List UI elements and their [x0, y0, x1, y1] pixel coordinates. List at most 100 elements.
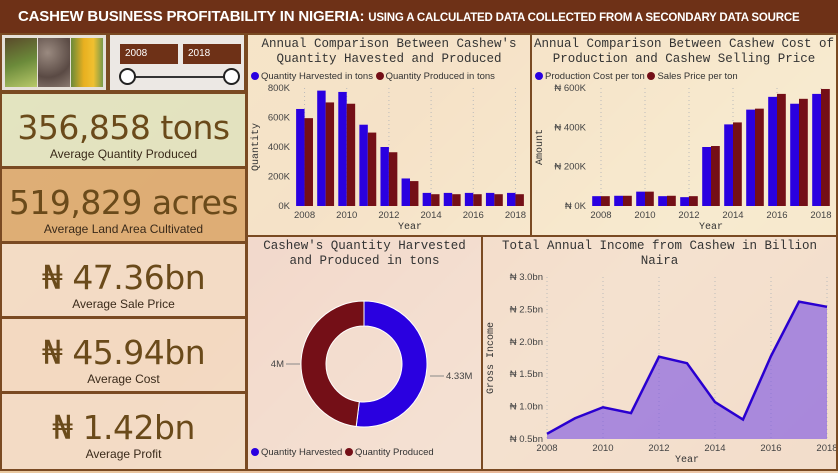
y-tick-label: ₦ 0.5bn [510, 434, 543, 445]
chart-plot: 4.33M 4M [271, 300, 472, 428]
x-tick-label: 2016 [463, 210, 484, 221]
legend-dot [535, 72, 543, 80]
bar-harvested [359, 124, 368, 206]
chart-title: Cashew's Quantity Harvested and Produced… [263, 239, 466, 268]
y-tick-label: ₦ 2.0bn [510, 337, 543, 348]
chart-plot: ₦ 0.5bn ₦ 1.0bn ₦ 1.5bn ₦ 2.0bn ₦ 2.5bn ₦ 3.0… [486, 272, 838, 466]
bar-produced [367, 132, 377, 206]
start-year-input[interactable]: 2008 [120, 44, 178, 64]
chart-legend: Quantity Harvested Quantity Produced [248, 447, 481, 458]
kpi-label: Average Profit [85, 447, 162, 461]
bar-harvested [422, 192, 432, 206]
x-tick-label: 2014 [421, 210, 442, 221]
y-tick-label: ₦ 3.0bn [510, 272, 543, 283]
y-tick-label: ₦ 1.5bn [510, 369, 543, 380]
area-fill [547, 301, 827, 439]
legend-dot [647, 72, 656, 80]
x-tick-label: 2016 [760, 443, 781, 454]
data-label: 4.33M [446, 371, 472, 382]
kpi-label: Average Land Area Cultivated [43, 222, 204, 236]
y-tick-label: 0K [278, 201, 290, 212]
chart-legend: Quantity Harvested in tons Quantity Prod… [248, 71, 530, 82]
end-year-input[interactable]: 2018 [183, 44, 241, 64]
chart-plot: ₦ 0K ₦ 200K ₦ 400K ₦ 600K 2008 2010 2012 2014 20… [535, 83, 832, 233]
legend-dot [375, 72, 384, 80]
kpi-value: ₦ 45.94bn [41, 333, 206, 372]
x-tick-label: 2018 [810, 210, 831, 221]
y-tick-label: ₦ 2.5bn [510, 304, 543, 315]
x-tick-label: 2012 [378, 210, 399, 221]
kpi-avg-profit: ₦ 1.42bn Average Profit [0, 392, 247, 471]
y-tick-label: ₦ 400K [554, 122, 586, 133]
x-tick-label: 2008 [294, 210, 315, 221]
legend-label: Quantity Harvested in tons [261, 71, 373, 82]
chart-plot: 0K 200K 400K 600K 800K 2008 2010 2012 2014 2016 20… [250, 83, 526, 233]
income-area-chart: Total Annual Income from Cashew in Billi… [481, 235, 838, 471]
bar-harvested [464, 192, 474, 206]
legend-label: Production Cost per ton [545, 71, 645, 82]
y-axis-title: Amount [535, 129, 546, 165]
bar-harvested [658, 196, 667, 206]
bar-harvested [317, 90, 326, 206]
bar-produced [667, 195, 676, 206]
x-tick-label: 2012 [678, 210, 699, 221]
bar-harvested [702, 147, 711, 206]
legend-dot [344, 448, 353, 456]
kpi-value: ₦ 1.42bn [52, 408, 195, 447]
kpi-value: 519,829 acres [8, 183, 239, 222]
bar-produced [623, 195, 632, 206]
bar-produced [755, 108, 764, 206]
data-label: 4M [271, 359, 284, 370]
chart-title: Total Annual Income from Cashew in Billi… [501, 239, 818, 268]
quantity-bar-chart: Annual Comparison Between Cashew's Quant… [246, 33, 532, 237]
bar-produced [733, 122, 742, 206]
x-tick-label: 2012 [648, 443, 669, 454]
y-tick-label: ₦ 200K [554, 162, 586, 173]
bar-produced [777, 93, 786, 206]
x-tick-label: 2008 [590, 210, 611, 221]
y-tick-label: 600K [268, 113, 291, 124]
x-axis-title: Year [699, 222, 723, 232]
x-tick-label: 2010 [634, 210, 655, 221]
y-axis-title: Quantity [250, 123, 262, 171]
start-year-handle[interactable] [119, 68, 136, 85]
bar-produced [601, 196, 610, 206]
x-tick-label: 2016 [766, 210, 787, 221]
y-tick-label: ₦ 0K [565, 201, 587, 212]
legend-label: Quantity Produced [354, 447, 434, 458]
cashew-fruit-photo [71, 38, 103, 87]
chart-title: Annual Comparison Between Cashew Cost of… [533, 37, 835, 66]
bar-produced [515, 194, 524, 206]
bar-produced [645, 191, 654, 206]
dashboard-header: CASHEW BUSINESS PROFITABILITY IN NIGERIA… [0, 0, 838, 33]
chart-title: Annual Comparison Between Cashew's Quant… [261, 37, 517, 66]
bar-harvested [768, 96, 777, 206]
y-tick-label: ₦ 600K [554, 83, 586, 94]
bar-harvested [614, 195, 623, 206]
x-tick-label: 2010 [336, 210, 357, 221]
y-tick-label: 400K [268, 142, 291, 153]
income-line [546, 300, 828, 435]
bar-produced [304, 118, 313, 206]
legend-label: Quantity Harvested [261, 447, 343, 458]
bar-harvested [507, 192, 516, 206]
cost-price-bar-chart: Annual Comparison Between Cashew Cost of… [530, 33, 838, 237]
bar-harvested [485, 192, 495, 206]
x-axis-title: Year [675, 455, 699, 466]
slider-track [126, 76, 232, 78]
end-year-handle[interactable] [223, 68, 240, 85]
legend-label: Sales Price per ton [657, 71, 738, 82]
bar-produced [452, 194, 461, 206]
legend-label: Quantity Produced in tons [385, 71, 495, 82]
kpi-avg-cost: ₦ 45.94bn Average Cost [0, 317, 247, 393]
year-range-slicer[interactable]: 2008 2018 [108, 33, 246, 92]
x-tick-label: 2018 [816, 443, 836, 454]
cashew-photos [0, 33, 108, 92]
bar-produced [689, 196, 698, 206]
bar-harvested [592, 196, 601, 206]
bar-produced [821, 88, 830, 206]
bar-produced [431, 194, 440, 206]
x-tick-label: 2014 [722, 210, 743, 221]
bar-harvested [380, 147, 389, 206]
bar-harvested [680, 197, 689, 206]
